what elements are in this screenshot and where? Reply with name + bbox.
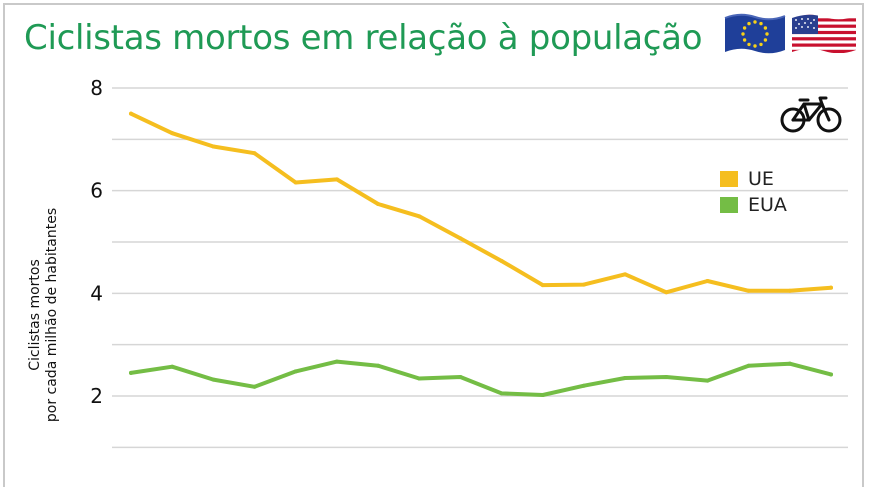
data-point-eua-3 <box>211 377 216 382</box>
series-lines <box>129 111 833 397</box>
data-point-ue-9 <box>458 236 463 241</box>
y-axis-label-line-2: por cada milhão de habitantes <box>44 207 60 423</box>
legend-label-ue: UE <box>748 168 774 190</box>
data-point-ue-17 <box>787 288 792 293</box>
data-point-ue-5 <box>293 180 298 185</box>
y-axis-label: Ciclistas mortos por cada milhão de habi… <box>27 208 61 422</box>
data-point-ue-3 <box>211 144 216 149</box>
data-point-eua-10 <box>499 391 504 396</box>
data-point-eua-4 <box>252 384 257 389</box>
data-point-ue-12 <box>581 282 586 287</box>
data-point-ue-11 <box>540 283 545 288</box>
y-tick-label-6: 6 <box>90 179 103 203</box>
data-point-ue-18 <box>829 285 833 290</box>
legend-swatch-ue <box>720 171 738 187</box>
legend-item-ue: UE <box>720 166 787 192</box>
data-point-ue-15 <box>705 279 710 284</box>
data-point-eua-11 <box>540 392 545 397</box>
us-flag-icon <box>792 14 856 54</box>
data-point-eua-6 <box>334 359 339 364</box>
data-point-eua-13 <box>623 376 628 381</box>
eu-flag-icon <box>724 13 786 54</box>
y-axis-label-line-1: Ciclistas mortos <box>27 259 43 371</box>
y-tick-label-4: 4 <box>90 281 103 305</box>
data-point-eua-9 <box>458 375 463 380</box>
data-point-eua-5 <box>293 369 298 374</box>
data-point-eua-18 <box>829 372 833 377</box>
chart-frame <box>3 3 864 487</box>
gridlines <box>112 87 848 449</box>
data-point-eua-15 <box>705 378 710 383</box>
data-point-eua-12 <box>581 383 586 388</box>
data-point-ue-1 <box>129 111 133 116</box>
data-point-ue-4 <box>252 151 257 156</box>
data-point-ue-6 <box>334 177 339 182</box>
legend: UE EUA <box>720 166 787 218</box>
y-tick-labels: 2 4 6 8 <box>90 76 103 408</box>
y-tick-label-8: 8 <box>90 76 103 100</box>
legend-item-eua: EUA <box>720 192 787 218</box>
series-line-ue <box>129 111 833 295</box>
data-point-eua-8 <box>417 376 422 381</box>
data-point-eua-7 <box>376 363 381 368</box>
data-point-eua-14 <box>664 375 669 380</box>
data-point-ue-8 <box>417 214 422 219</box>
data-point-ue-16 <box>746 288 751 293</box>
data-point-eua-2 <box>170 364 175 369</box>
data-point-eua-1 <box>129 370 133 375</box>
legend-swatch-eua <box>720 197 738 213</box>
data-point-ue-2 <box>170 131 175 136</box>
y-tick-label-2: 2 <box>90 384 103 408</box>
data-point-ue-10 <box>499 258 504 263</box>
data-point-ue-14 <box>664 290 669 295</box>
data-point-ue-13 <box>623 272 628 277</box>
data-point-eua-17 <box>787 361 792 366</box>
data-point-eua-16 <box>746 363 751 368</box>
series-line-eua <box>129 359 833 397</box>
bicycle-icon <box>780 96 842 133</box>
data-point-ue-7 <box>376 202 381 207</box>
chart-title: Ciclistas mortos em relação à população <box>24 18 703 58</box>
legend-label-eua: EUA <box>748 194 787 216</box>
